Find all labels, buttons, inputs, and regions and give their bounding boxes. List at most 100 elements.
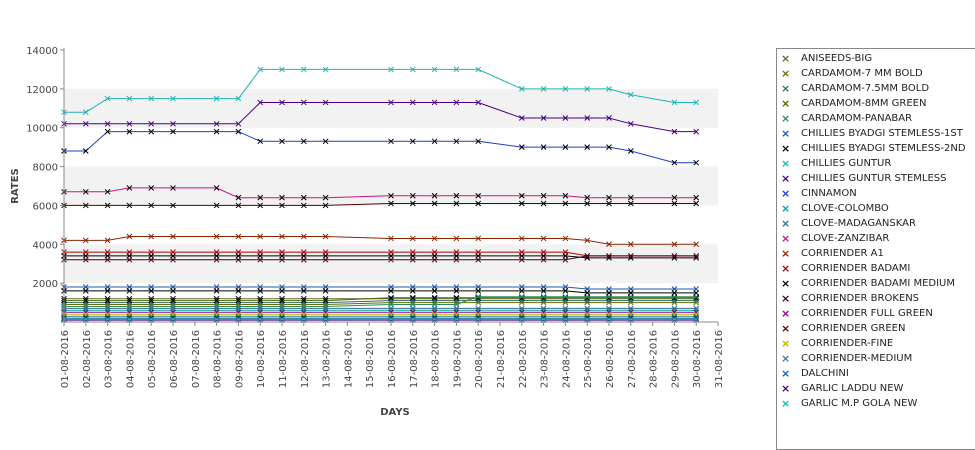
data-point xyxy=(540,200,547,207)
data-point xyxy=(82,237,89,244)
data-point xyxy=(322,99,329,106)
data-point xyxy=(671,159,678,166)
x-tick-label: 15-08-2016 xyxy=(365,330,376,388)
data-point xyxy=(279,66,285,73)
legend-label: CINNAMON xyxy=(801,188,857,199)
data-point xyxy=(606,316,612,322)
legend-label: CLOVE-ZANZIBAR xyxy=(801,233,890,244)
data-point xyxy=(126,297,133,304)
grid-band xyxy=(64,244,718,284)
series-8 xyxy=(61,99,700,135)
data-point xyxy=(540,288,547,294)
data-point xyxy=(409,200,416,207)
series-18 xyxy=(61,200,700,209)
data-point xyxy=(584,237,591,244)
data-point xyxy=(671,290,678,296)
data-point xyxy=(409,294,416,301)
data-point xyxy=(562,288,569,294)
data-point xyxy=(148,95,155,102)
data-point xyxy=(453,200,460,207)
data-point xyxy=(388,192,394,199)
legend-marker: × xyxy=(781,307,791,320)
data-point xyxy=(606,294,612,301)
x-tick-label: 17-08-2016 xyxy=(409,330,420,388)
data-point xyxy=(104,297,111,304)
data-point xyxy=(671,194,678,201)
x-tick-label: 16-08-2016 xyxy=(387,330,398,388)
data-point xyxy=(409,99,416,106)
data-point xyxy=(300,288,307,294)
data-point xyxy=(518,115,525,121)
data-point xyxy=(322,194,329,201)
y-tick-label: 14000 xyxy=(26,46,58,57)
legend-label: CORRIENDER BROKENS xyxy=(801,293,920,304)
data-point xyxy=(213,316,220,322)
data-point xyxy=(257,256,264,263)
legend-label: CORRIENDER BADAMI xyxy=(801,263,911,274)
data-point xyxy=(213,202,220,209)
data-point xyxy=(518,293,525,300)
data-point xyxy=(279,297,285,304)
data-point xyxy=(126,316,133,322)
data-point xyxy=(409,192,416,199)
data-point xyxy=(257,233,264,240)
data-point xyxy=(540,144,547,150)
data-point xyxy=(453,192,460,199)
data-point xyxy=(627,200,634,207)
data-point xyxy=(562,293,569,300)
data-point xyxy=(257,288,264,294)
data-point xyxy=(540,235,547,242)
data-point xyxy=(279,194,285,201)
data-point xyxy=(562,144,569,150)
data-point xyxy=(388,99,394,106)
grid-band xyxy=(64,88,718,128)
data-point xyxy=(518,192,525,199)
legend-label: CLOVE-COLOMBO xyxy=(801,203,889,214)
data-point xyxy=(82,148,89,154)
data-point xyxy=(671,99,678,106)
data-point xyxy=(671,128,678,135)
legend-marker: × xyxy=(781,67,791,80)
data-point xyxy=(235,202,242,209)
data-point xyxy=(257,138,264,145)
x-tick-label: 06-08-2016 xyxy=(169,330,180,388)
data-point xyxy=(257,99,264,106)
data-point xyxy=(606,241,612,248)
series-line xyxy=(64,236,697,245)
data-point xyxy=(431,235,438,242)
data-point xyxy=(279,316,285,322)
data-point xyxy=(409,235,416,242)
data-point xyxy=(562,115,569,121)
data-point xyxy=(518,235,525,242)
data-point xyxy=(627,241,634,248)
data-point xyxy=(126,185,133,191)
data-point xyxy=(170,233,176,240)
data-point xyxy=(453,235,460,242)
data-point xyxy=(431,288,438,294)
legend-label: CHILLIES GUNTUR xyxy=(801,158,892,169)
x-tick-label: 03-08-2016 xyxy=(104,330,115,388)
data-point xyxy=(322,297,329,304)
data-point xyxy=(540,294,547,301)
legend-label: CORRIENDER GREEN xyxy=(801,323,906,334)
data-point xyxy=(475,256,482,263)
data-point xyxy=(540,316,547,322)
data-point xyxy=(300,256,307,263)
data-point xyxy=(562,86,569,92)
legend-marker: × xyxy=(781,127,791,140)
x-tick-label: 29-08-2016 xyxy=(670,330,681,388)
x-tick-label: 01-08-2016 xyxy=(60,330,71,388)
data-point xyxy=(279,288,285,294)
data-point xyxy=(279,138,285,145)
data-point xyxy=(170,297,176,304)
series-line xyxy=(64,286,697,290)
data-point xyxy=(104,188,111,195)
data-point xyxy=(213,120,220,127)
data-point xyxy=(213,256,220,263)
data-point xyxy=(606,200,612,207)
data-point xyxy=(693,241,700,248)
series-9 xyxy=(61,128,700,166)
data-point xyxy=(388,288,394,294)
data-point xyxy=(170,185,176,191)
data-point xyxy=(584,115,591,121)
